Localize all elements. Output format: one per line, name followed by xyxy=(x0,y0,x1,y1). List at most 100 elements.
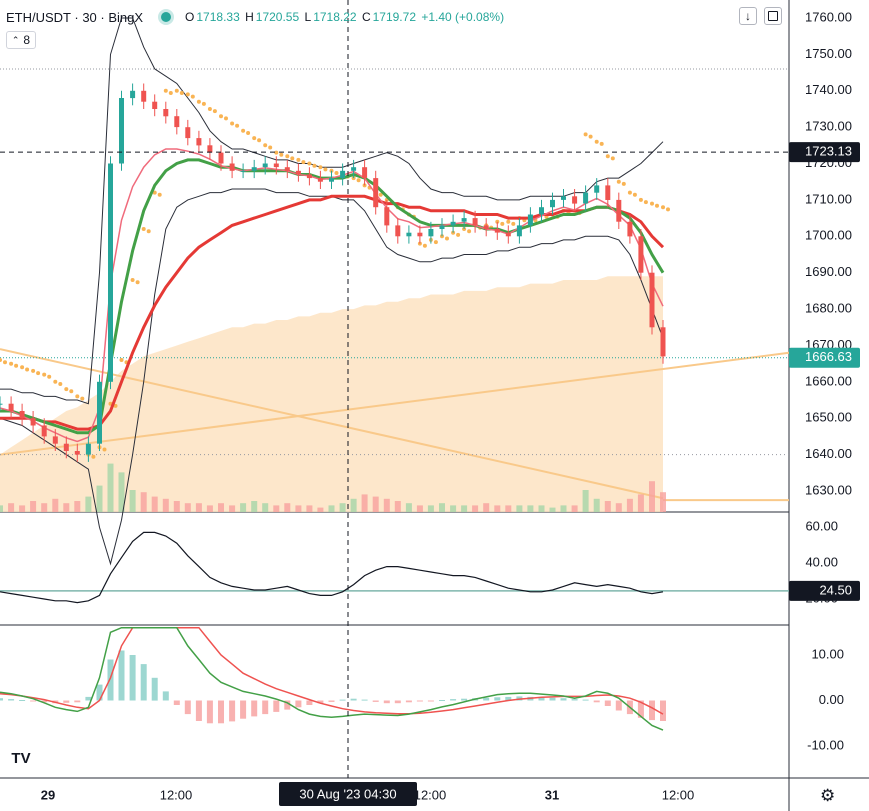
volume-bar xyxy=(107,463,114,512)
chart-legend: ETH/USDT · 30 · BingX O 1718.33 H 1720.55 … xyxy=(6,7,506,27)
sar-dot xyxy=(75,394,80,399)
time-axis-label: 12:00 xyxy=(414,787,447,802)
rsi-pane xyxy=(0,531,789,604)
candle-body xyxy=(41,425,47,437)
volume-bar xyxy=(560,505,567,512)
volume-bar xyxy=(74,501,81,512)
sar-dot xyxy=(190,94,195,99)
macd-histogram-bar xyxy=(582,699,589,701)
rsi-axis-label: 40.00 xyxy=(805,554,838,569)
price-axis-label: 1660.00 xyxy=(805,373,852,388)
price-axis-label: 1730.00 xyxy=(805,119,852,134)
tradingview-logo[interactable]: TV xyxy=(11,749,31,767)
market-status-icon xyxy=(161,12,172,22)
collapse-button[interactable]: ↓ xyxy=(739,7,757,25)
maximize-button[interactable] xyxy=(764,7,782,25)
volume-bar xyxy=(162,498,169,512)
candle-body xyxy=(472,218,478,226)
candle-body xyxy=(572,196,578,204)
current-price-label-background xyxy=(789,347,860,368)
volume-bar xyxy=(439,503,445,512)
macd-histogram-bar xyxy=(96,684,103,701)
sar-dot xyxy=(621,181,626,186)
candle-body xyxy=(627,221,633,237)
macd-axis-label: -10.00 xyxy=(807,737,844,752)
candle-body xyxy=(19,411,25,419)
volume-bar xyxy=(8,503,15,512)
volume-bar xyxy=(184,503,191,512)
candle-body xyxy=(207,145,213,153)
axes: 1760.001750.001740.001730.001720.001710.… xyxy=(41,9,860,802)
macd-histogram-bar xyxy=(439,700,445,701)
volume-bar xyxy=(85,496,92,512)
sar-dot xyxy=(433,240,438,245)
volume-bar xyxy=(96,485,103,512)
sar-dot xyxy=(661,205,665,210)
macd-histogram-bar xyxy=(262,700,269,715)
volume-bar xyxy=(649,481,655,512)
macd-histogram-bar xyxy=(328,700,335,702)
sar-dot xyxy=(666,207,670,212)
macd-histogram-bar xyxy=(361,699,368,701)
macd-histogram-bar xyxy=(372,700,379,702)
price-axis-label: 1650.00 xyxy=(805,410,852,425)
volume-bar xyxy=(416,505,423,512)
macd-histogram-bar xyxy=(306,700,313,705)
macd-histogram-bar xyxy=(41,700,48,703)
macd-axis-label: 0.00 xyxy=(819,692,844,707)
settings-gear-icon[interactable]: ⚙ xyxy=(820,786,836,805)
macd-histogram-bar xyxy=(206,700,213,724)
macd-histogram-bar xyxy=(637,700,644,718)
sar-dot xyxy=(610,156,615,161)
time-axis-label: 31 xyxy=(545,787,559,802)
volume-bar xyxy=(637,494,644,512)
sar-dot xyxy=(31,368,36,373)
sar-dot xyxy=(241,128,246,133)
macd-histogram-bar xyxy=(660,700,666,721)
arrow-down-icon: ↓ xyxy=(745,9,751,23)
sar-dot xyxy=(638,197,643,202)
current-price-label: 1666.63 xyxy=(805,349,852,364)
volume-bar xyxy=(118,472,125,512)
macd-histogram-bar xyxy=(505,696,512,701)
time-axis-label: 12:00 xyxy=(662,787,695,802)
volume-bar xyxy=(472,505,479,512)
volume-bar xyxy=(41,503,48,512)
sar-dot xyxy=(235,123,240,128)
indicators-toggle[interactable]: ⌃ 8 xyxy=(6,31,36,49)
sar-dot xyxy=(323,167,328,172)
macd-histogram-bar xyxy=(284,700,291,710)
candle-body xyxy=(240,170,246,172)
macd-histogram-bar xyxy=(107,659,114,701)
volume-bar xyxy=(52,498,59,512)
sar-dot xyxy=(312,163,317,168)
sar-dot xyxy=(279,152,284,157)
area-fill xyxy=(0,276,663,512)
sar-dot xyxy=(14,363,19,368)
volume-bar xyxy=(240,503,247,512)
price-axis-label: 1680.00 xyxy=(805,301,852,316)
candle-body xyxy=(439,225,445,229)
crosshair-price-label: 1723.13 xyxy=(805,144,852,159)
volume-bar xyxy=(660,492,666,512)
macd-pane xyxy=(0,626,666,731)
macd-histogram-bar xyxy=(195,700,202,721)
volume-bar xyxy=(218,503,224,512)
sar-dot xyxy=(207,107,212,111)
trend-line xyxy=(0,351,790,456)
symbol-title[interactable]: ETH/USDT · 30 · BingX xyxy=(6,9,144,25)
candle-body xyxy=(516,225,522,237)
sar-dot xyxy=(119,358,124,362)
candle-body xyxy=(97,381,102,444)
high-value: 1720.55 xyxy=(255,10,300,24)
candle-body xyxy=(561,196,566,200)
sar-dot xyxy=(252,136,257,141)
sar-dot xyxy=(80,396,85,401)
candle-body xyxy=(163,109,169,117)
time-axis-label: 29 xyxy=(41,787,55,802)
candle-body xyxy=(494,229,500,233)
sar-dot xyxy=(168,91,173,95)
price-pane xyxy=(0,17,790,566)
candle-body xyxy=(395,225,401,237)
